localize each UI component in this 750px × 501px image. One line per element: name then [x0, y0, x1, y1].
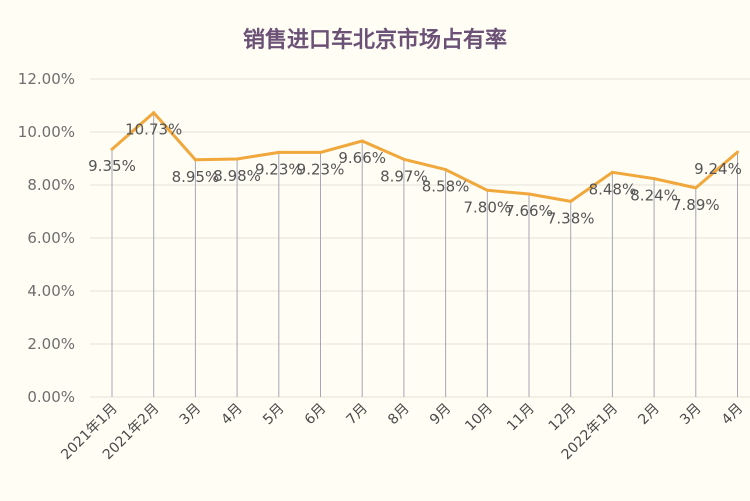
data-label: 9.23%	[255, 160, 303, 178]
x-tick-label: 5月	[260, 401, 288, 429]
data-label: 9.66%	[338, 149, 386, 167]
data-label: 8.24%	[630, 187, 678, 205]
data-label: 9.24%	[694, 160, 742, 178]
data-point	[110, 147, 114, 151]
data-point	[402, 157, 406, 161]
data-point	[193, 158, 197, 162]
data-point	[694, 186, 698, 190]
data-point	[569, 199, 573, 203]
data-label: 7.80%	[463, 198, 511, 216]
data-point	[152, 111, 156, 115]
data-label: 7.38%	[547, 209, 595, 227]
x-tick-label: 2月	[635, 401, 663, 429]
y-tick-label: 4.00%	[27, 282, 75, 300]
data-point	[527, 192, 531, 196]
data-label: 8.98%	[213, 167, 261, 185]
y-tick-label: 8.00%	[27, 176, 75, 194]
data-label: 7.66%	[505, 202, 553, 220]
x-tick-label: 10月	[462, 401, 496, 435]
x-tick-label: 6月	[302, 401, 330, 429]
data-point	[235, 157, 239, 161]
x-tick-label: 9月	[427, 401, 455, 429]
data-point	[277, 150, 281, 154]
y-tick-label: 12.00%	[18, 70, 75, 88]
data-label: 8.48%	[589, 180, 637, 198]
chart-title: 销售进口车北京市场占有率	[242, 28, 507, 53]
data-point	[610, 170, 614, 174]
x-tick-label: 3月	[677, 401, 705, 429]
x-tick-label: 7月	[344, 401, 372, 429]
data-point	[444, 168, 448, 172]
data-label: 8.97%	[380, 167, 428, 185]
data-label: 10.73%	[125, 121, 182, 139]
data-point	[485, 188, 489, 192]
data-label: 9.23%	[297, 160, 345, 178]
data-point	[360, 139, 364, 143]
x-tick-label: 4月	[719, 401, 747, 429]
data-point	[652, 177, 656, 181]
x-tick-label: 12月	[546, 401, 580, 435]
x-tick-label: 8月	[385, 401, 413, 429]
x-tick-label: 11月	[504, 401, 538, 435]
y-tick-label: 2.00%	[27, 335, 75, 353]
data-label: 9.35%	[88, 157, 136, 175]
data-point	[319, 150, 322, 154]
series-line	[111, 111, 739, 203]
y-tick-label: 10.00%	[18, 123, 75, 141]
data-label: 8.95%	[172, 168, 220, 186]
y-tick-label: 6.00%	[27, 229, 75, 247]
data-label: 8.58%	[422, 178, 470, 196]
x-tick-label: 3月	[177, 401, 205, 429]
data-point	[736, 150, 739, 154]
x-tick-label: 4月	[218, 401, 246, 429]
data-label: 7.89%	[672, 196, 720, 214]
y-tick-label: 0.00%	[27, 388, 75, 406]
